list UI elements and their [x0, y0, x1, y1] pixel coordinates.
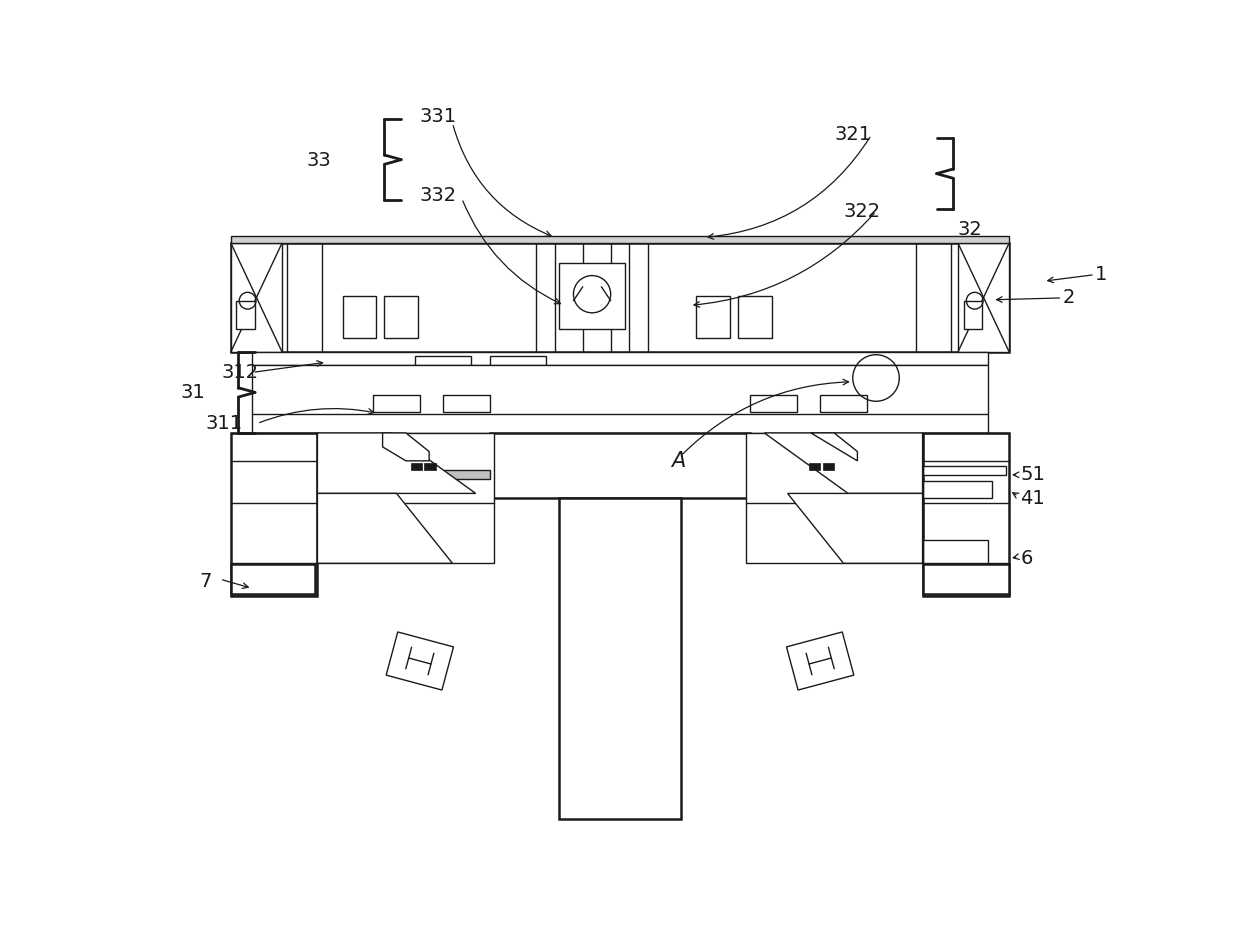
Text: 41: 41	[1021, 489, 1045, 507]
Bar	[823, 463, 835, 470]
Text: 311: 311	[206, 414, 243, 433]
Bar	[415, 356, 471, 365]
Text: 1: 1	[1095, 265, 1107, 284]
Text: A: A	[671, 451, 686, 471]
Bar	[317, 470, 490, 479]
Bar	[963, 301, 982, 329]
Text: 31: 31	[181, 384, 206, 402]
Text: 6: 6	[1021, 549, 1033, 568]
Text: 2: 2	[1063, 289, 1075, 307]
Text: 332: 332	[420, 186, 458, 205]
Bar	[697, 296, 730, 338]
Bar	[231, 243, 281, 352]
Text: 32: 32	[957, 220, 982, 238]
Bar	[923, 481, 992, 498]
Bar	[738, 296, 771, 338]
Bar	[923, 540, 988, 563]
Polygon shape	[811, 433, 857, 461]
Bar	[384, 296, 418, 338]
Text: 51: 51	[1021, 466, 1045, 484]
Polygon shape	[787, 493, 923, 563]
Text: 33: 33	[306, 151, 331, 169]
Bar	[410, 463, 422, 470]
Polygon shape	[383, 433, 429, 461]
Bar	[808, 463, 820, 470]
Bar	[342, 296, 376, 338]
Bar	[559, 263, 625, 329]
Bar	[231, 433, 317, 596]
Polygon shape	[386, 632, 454, 690]
Bar	[923, 433, 1009, 596]
Bar	[252, 352, 988, 365]
Bar	[559, 498, 681, 819]
Polygon shape	[317, 493, 453, 563]
Bar	[373, 395, 420, 412]
Bar	[317, 433, 495, 563]
Polygon shape	[764, 433, 923, 493]
Bar	[231, 564, 315, 594]
Bar	[237, 301, 255, 329]
Bar	[424, 463, 435, 470]
Bar	[750, 470, 923, 479]
Bar	[490, 356, 546, 365]
Bar	[959, 243, 1009, 352]
Bar	[443, 395, 490, 412]
Bar	[252, 365, 988, 433]
Polygon shape	[317, 433, 476, 493]
Text: 312: 312	[222, 363, 259, 382]
Bar	[923, 466, 1007, 475]
Bar	[490, 433, 750, 498]
Bar	[231, 243, 1009, 352]
Polygon shape	[786, 632, 854, 690]
Bar	[745, 433, 923, 563]
Bar	[750, 395, 797, 412]
Text: 331: 331	[420, 107, 458, 126]
Bar	[317, 470, 490, 479]
Bar	[231, 236, 1009, 243]
Text: 322: 322	[843, 202, 880, 221]
Text: 7: 7	[200, 573, 212, 591]
Bar	[820, 395, 867, 412]
Bar	[923, 564, 1009, 594]
Text: 321: 321	[835, 126, 872, 144]
